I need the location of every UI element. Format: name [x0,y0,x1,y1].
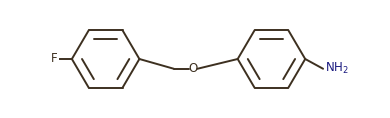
Text: F: F [51,53,58,65]
Text: O: O [189,62,198,75]
Text: NH$_2$: NH$_2$ [325,61,349,76]
